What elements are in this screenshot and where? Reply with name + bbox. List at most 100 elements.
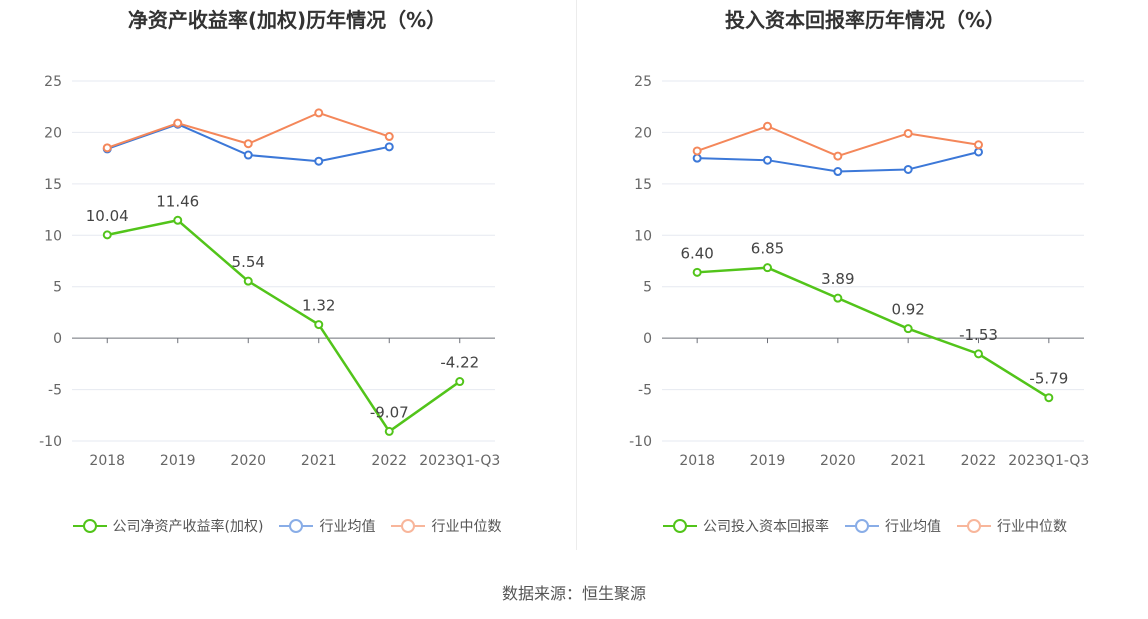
- legend-marker-icon: [957, 518, 991, 534]
- data-label: 1.32: [302, 297, 335, 315]
- legend-label: 公司投入资本回报率: [703, 519, 829, 535]
- roe-chart-title: 净资产收益率(加权)历年情况（%）: [127, 8, 447, 32]
- data-label: -4.22: [440, 354, 479, 372]
- data-label: 6.85: [751, 240, 784, 258]
- data-point-industry-average: [903, 164, 913, 174]
- legend-label: 行业中位数: [431, 519, 502, 535]
- roic-chart-legend: 公司投入资本回报率 行业均值 行业中位数: [578, 516, 1148, 536]
- data-point-company: [314, 320, 324, 330]
- data-point-industry-average: [692, 153, 702, 163]
- data-point-industry-median: [102, 143, 112, 153]
- y-tick-label: -5: [48, 383, 62, 399]
- y-tick-label: -10: [39, 434, 62, 450]
- roic-chart-panel: 投入资本回报率历年情况（%） 25 20 15 10 5 0 -5 -10 2018 2019 20…: [578, 0, 1148, 560]
- y-tick-label: 10: [44, 228, 62, 244]
- data-point-industry-median: [314, 108, 324, 118]
- x-tick-label: 2019: [160, 453, 196, 469]
- data-label: 0.92: [891, 301, 924, 319]
- panel-divider: [576, 0, 577, 550]
- data-label: 5.54: [232, 253, 265, 271]
- roe-chart-legend: 公司净资产收益率(加权) 行业均值 行业中位数: [0, 516, 574, 536]
- y-tick-label: 5: [53, 280, 62, 296]
- legend-marker-dot: [82, 519, 97, 533]
- x-tick-label: 2021: [301, 453, 337, 469]
- data-label: -9.07: [370, 403, 409, 421]
- legend-marker-icon: [845, 518, 879, 534]
- y-tick-label: -5: [638, 383, 652, 399]
- y-tick-label: 25: [634, 74, 652, 90]
- data-point-industry-average: [974, 147, 983, 157]
- legend-marker-dot: [401, 519, 416, 533]
- legend-marker-dot: [967, 519, 981, 533]
- data-point-industry-median: [173, 118, 183, 128]
- roe-chart: 25 20 15 10 5 0 -5 -10 2018 2019 2020 2021 2022 2023Q…: [39, 74, 500, 469]
- data-label: -1.53: [959, 326, 998, 344]
- data-point-industry-average: [314, 156, 324, 166]
- data-point-company: [692, 267, 702, 277]
- roe-chart-panel: 净资产收益率(加权)历年情况（%） 25 20 15 10 5 0 -5 -10 2018 201…: [0, 0, 574, 560]
- data-point-industry-median: [974, 140, 983, 150]
- y-tick-label: 15: [634, 177, 652, 193]
- data-point-industry-median: [692, 146, 702, 156]
- series-line-company: [106, 219, 461, 433]
- legend-marker-dot: [289, 519, 304, 533]
- y-tick-label: 20: [634, 125, 652, 141]
- data-point-company: [833, 293, 843, 303]
- legend-marker-dot: [855, 519, 869, 533]
- data-point-industry-median: [243, 139, 253, 149]
- x-tick-label: 2023Q1-Q3: [419, 453, 500, 469]
- data-source: 数据来源：恒生聚源: [501, 584, 646, 603]
- data-point-industry-average: [243, 150, 253, 160]
- legend-marker-icon: [72, 518, 107, 534]
- legend-marker-icon: [663, 518, 697, 534]
- x-tick-label: 2018: [679, 453, 715, 469]
- series-line-company: [697, 266, 1050, 399]
- data-point-industry-average: [763, 155, 772, 165]
- roic-chart-title: 投入资本回报率历年情况（%）: [724, 8, 1006, 32]
- x-tick-label: 2018: [89, 453, 125, 469]
- legend-label: 行业均值: [885, 519, 941, 535]
- legend-label: 行业均值: [319, 519, 376, 535]
- data-point-industry-median: [763, 121, 772, 131]
- data-point-industry-average: [384, 142, 394, 152]
- legend-item-industry-average[interactable]: 行业均值: [279, 516, 375, 536]
- y-tick-label: 15: [44, 177, 62, 193]
- data-point-company: [974, 349, 983, 359]
- data-label: -5.79: [1029, 370, 1068, 388]
- data-point-company: [763, 263, 772, 273]
- y-tick-label: 20: [44, 125, 62, 141]
- data-label: 11.46: [156, 192, 199, 210]
- legend-marker-icon: [391, 518, 426, 534]
- legend-item-industry-average[interactable]: 行业均值: [845, 516, 941, 536]
- legend-label: 公司净资产收益率(加权): [112, 519, 264, 535]
- y-tick-label: 25: [44, 74, 62, 90]
- legend-item-company[interactable]: 公司投入资本回报率: [663, 516, 829, 536]
- x-tick-label: 2022: [961, 453, 997, 469]
- data-point-company: [243, 276, 253, 286]
- data-point-industry-median: [903, 128, 913, 138]
- data-point-company: [173, 215, 183, 225]
- data-point-company: [903, 324, 913, 334]
- data-point-industry-median: [384, 132, 394, 142]
- x-tick-label: 2019: [750, 453, 786, 469]
- legend-item-industry-median[interactable]: 行业中位数: [391, 516, 501, 536]
- roic-chart: 25 20 15 10 5 0 -5 -10 2018 2019 2020 2021 2022 2023Q…: [629, 74, 1089, 469]
- legend-label: 行业中位数: [997, 519, 1067, 535]
- y-tick-label: -10: [629, 434, 652, 450]
- data-label: 10.04: [86, 207, 129, 225]
- x-tick-label: 2020: [820, 453, 856, 469]
- y-tick-label: 5: [643, 280, 652, 296]
- legend-item-company[interactable]: 公司净资产收益率(加权): [72, 516, 264, 536]
- data-point-industry-median: [833, 151, 843, 161]
- y-tick-label: 0: [53, 331, 62, 347]
- x-tick-label: 2022: [371, 453, 407, 469]
- legend-marker-dot: [673, 519, 687, 533]
- data-label: 3.89: [821, 270, 854, 288]
- data-label: 6.40: [680, 244, 713, 262]
- legend-item-industry-median[interactable]: 行业中位数: [957, 516, 1067, 536]
- y-tick-label: 10: [634, 228, 652, 244]
- data-point-company: [455, 377, 465, 387]
- legend-marker-icon: [279, 518, 314, 534]
- data-point-company: [384, 426, 394, 436]
- data-point-company: [1044, 393, 1054, 403]
